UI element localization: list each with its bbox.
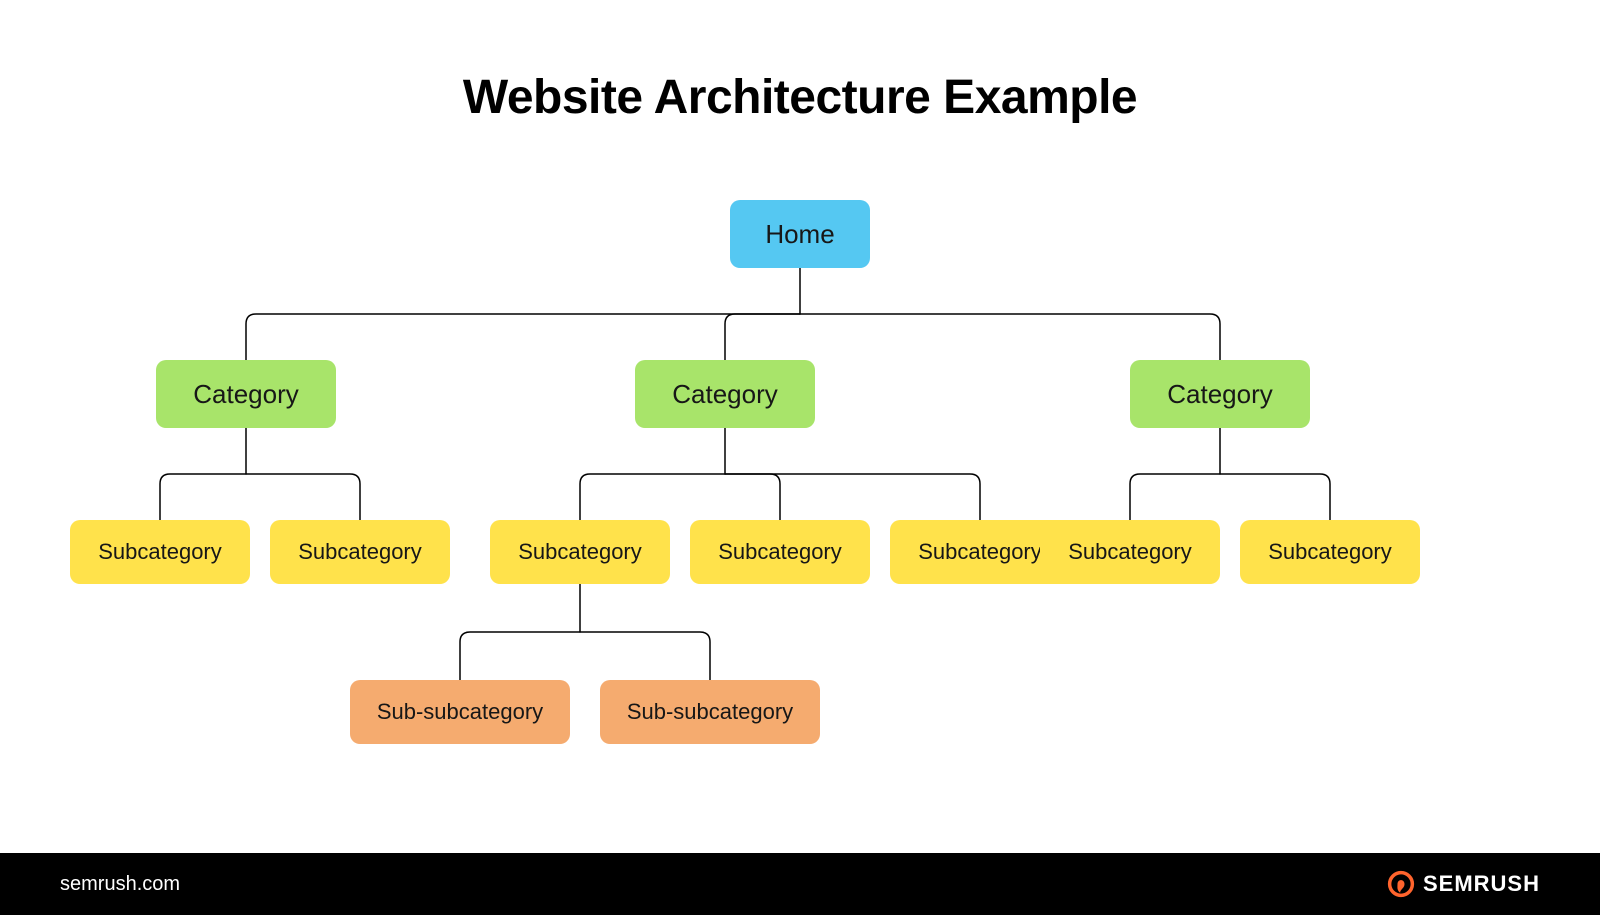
node-s3a: Subcategory <box>1040 520 1220 584</box>
flame-icon <box>1387 870 1415 898</box>
node-s3b: Subcategory <box>1240 520 1420 584</box>
node-cat1: Category <box>156 360 336 428</box>
footer-brand-text: SEMRUSH <box>1423 871 1540 897</box>
node-ss2: Sub-subcategory <box>600 680 820 744</box>
footer-brand: SEMRUSH <box>1387 870 1540 898</box>
footer-domain-text: semrush.com <box>60 873 180 896</box>
node-s2b: Subcategory <box>690 520 870 584</box>
footer-bar: semrush.com SEMRUSH <box>0 853 1600 915</box>
node-cat2: Category <box>635 360 815 428</box>
node-ss1: Sub-subcategory <box>350 680 570 744</box>
diagram-canvas: Website Architecture Example Home Categor… <box>0 0 1600 915</box>
node-cat3: Category <box>1130 360 1310 428</box>
node-s1a: Subcategory <box>70 520 250 584</box>
page-title: Website Architecture Example <box>0 70 1600 125</box>
node-s2a: Subcategory <box>490 520 670 584</box>
node-home: Home <box>730 200 870 268</box>
node-s1b: Subcategory <box>270 520 450 584</box>
connector-lines <box>0 0 1600 915</box>
